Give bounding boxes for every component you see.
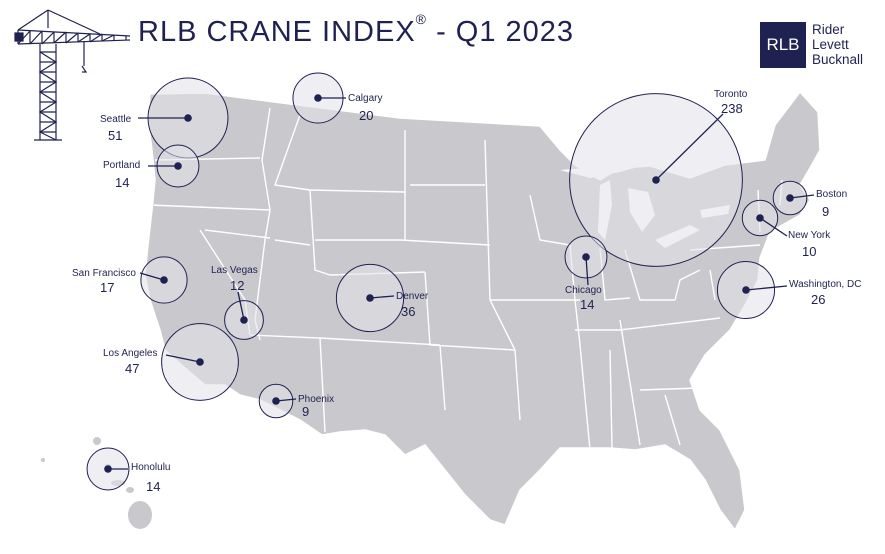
- city-name-phoenix: Phoenix: [298, 394, 335, 405]
- city-name-new-york: New York: [788, 230, 831, 241]
- city-name-san-francisco: San Francisco: [72, 268, 136, 279]
- city-dot-seattle: [184, 114, 192, 122]
- logo-word: Rider: [812, 22, 845, 37]
- city-name-las-vegas: Las Vegas: [211, 265, 258, 276]
- city-dot-los-angeles: [196, 358, 204, 366]
- city-count-los-angeles: 47: [125, 361, 140, 376]
- leader-line-new-york: [759, 217, 788, 237]
- city-name-chicago: Chicago: [565, 285, 602, 296]
- city-count-denver: 36: [401, 304, 416, 319]
- city-name-washington-dc: Washington, DC: [789, 279, 862, 290]
- hawaii-island: [128, 501, 152, 529]
- logo-word: Bucknall: [812, 52, 864, 67]
- city-count-boston: 9: [822, 204, 830, 219]
- city-name-honolulu: Honolulu: [131, 462, 171, 473]
- city-count-honolulu: 14: [146, 479, 161, 494]
- city-dot-washington-dc: [742, 286, 750, 294]
- city-dot-portland: [174, 162, 182, 170]
- registered-mark: ®: [415, 11, 427, 28]
- hawaii-island: [93, 437, 101, 445]
- city-name-boston: Boston: [816, 189, 848, 200]
- city-count-portland: 14: [115, 175, 130, 190]
- leader-line-washington-dc: [745, 285, 788, 291]
- city-count-chicago: 14: [580, 297, 595, 312]
- city-dots: [104, 94, 794, 473]
- city-count-phoenix: 9: [302, 404, 310, 419]
- city-dot-new-york: [756, 214, 764, 222]
- city-name-los-angeles: Los Angeles: [103, 348, 158, 359]
- logo-word: Levett: [812, 37, 849, 52]
- city-dot-las-vegas: [240, 316, 248, 324]
- city-count-las-vegas: 12: [230, 278, 245, 293]
- leader-line-toronto: [655, 113, 724, 181]
- hawaii-island: [126, 487, 134, 493]
- leader-line-chicago: [585, 256, 589, 286]
- city-dot-chicago: [582, 253, 590, 261]
- city-name-seattle: Seattle: [100, 114, 132, 125]
- city-name-toronto: Toronto: [714, 89, 748, 100]
- city-name-calgary: Calgary: [348, 93, 383, 104]
- city-count-toronto: 238: [721, 101, 743, 116]
- city-dot-calgary: [314, 94, 322, 102]
- tower-crane-icon: [14, 9, 131, 141]
- logo-wordmark: Rider Levett Bucknall: [812, 22, 863, 67]
- leader-line-boston: [789, 194, 815, 199]
- hawaii-island: [41, 458, 45, 462]
- leader-line-san-francisco: [139, 272, 165, 281]
- city-name-portland: Portland: [103, 160, 141, 171]
- city-name-denver: Denver: [396, 291, 429, 302]
- leader-line-denver: [369, 295, 395, 299]
- title-period: - Q1 2023: [436, 16, 575, 48]
- city-dot-san-francisco: [160, 276, 168, 284]
- city-dot-phoenix: [272, 397, 280, 405]
- city-count-san-francisco: 17: [100, 280, 115, 295]
- leader-lines: [108, 97, 815, 470]
- logo-initials: RLB: [760, 22, 806, 68]
- city-count-seattle: 51: [108, 128, 123, 143]
- city-dot-honolulu: [104, 465, 112, 473]
- leader-line-los-angeles: [165, 354, 201, 363]
- city-count-calgary: 20: [359, 108, 374, 123]
- title-text: RLB CRANE INDEX: [138, 16, 416, 48]
- leader-line-las-vegas: [237, 291, 245, 321]
- city-dot-toronto: [652, 176, 660, 184]
- city-dot-denver: [366, 294, 374, 302]
- city-count-washington-dc: 26: [811, 292, 826, 307]
- page-title: RLB CRANE INDEX® - Q1 2023: [138, 11, 575, 49]
- rlb-logo: RLB Rider Levett Bucknall: [760, 22, 867, 68]
- city-count-new-york: 10: [802, 244, 817, 259]
- city-dot-boston: [786, 194, 794, 202]
